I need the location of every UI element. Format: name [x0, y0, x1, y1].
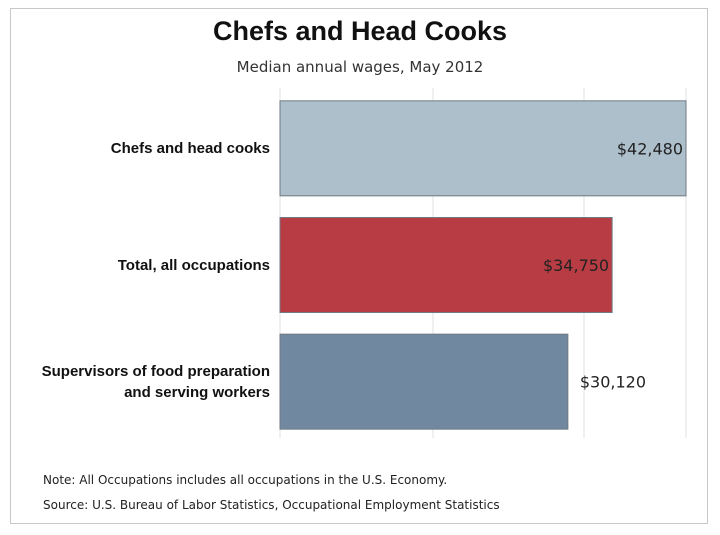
value-label: $34,750	[543, 256, 609, 275]
category-label: Supervisors of food preparation and serv…	[41, 362, 270, 401]
value-labels: $42,480 $34,750 $30,120	[543, 139, 683, 391]
chart-title: Chefs and Head Cooks	[212, 16, 508, 46]
chart-note: Note: All Occupations includes all occup…	[43, 473, 448, 487]
bar	[279, 333, 569, 430]
category-label: Total, all occupations	[117, 256, 270, 274]
value-label: $42,480	[617, 139, 683, 158]
bars	[279, 100, 687, 430]
chart-source: Source: U.S. Bureau of Labor Statistics,…	[43, 498, 500, 512]
bar	[279, 100, 687, 197]
category-label: Chefs and head cooks	[110, 139, 270, 157]
bar	[279, 217, 613, 313]
value-label: $30,120	[580, 373, 646, 392]
chart-subtitle: Median annual wages, May 2012	[236, 58, 484, 76]
